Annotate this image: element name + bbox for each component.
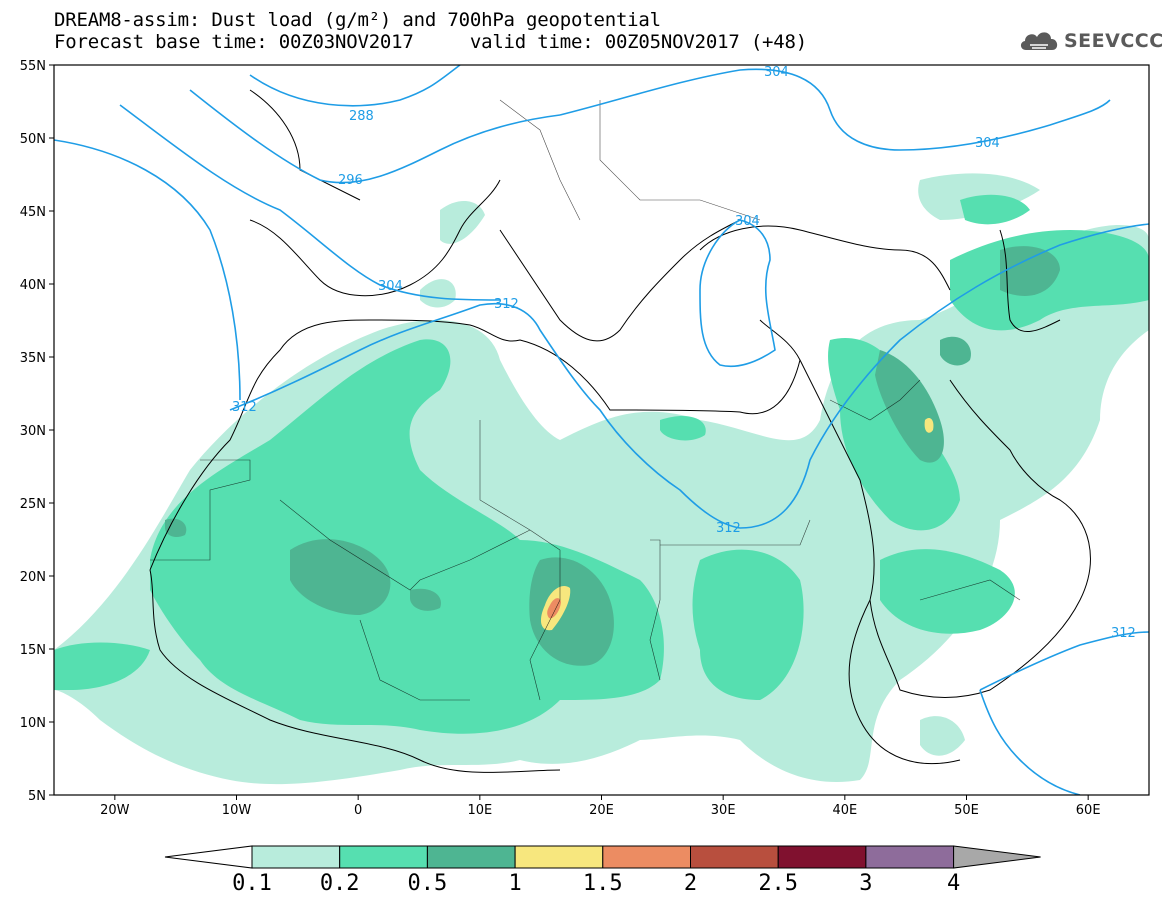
contour-label: 312 <box>494 297 519 312</box>
cloud-icon <box>1020 32 1058 50</box>
lat-tick-label: 35N <box>20 351 46 366</box>
contour-label: 312 <box>716 521 741 536</box>
contour-label: 288 <box>349 109 374 124</box>
lon-tick-label: 10W <box>222 803 252 818</box>
longitude-axis: 20W 10W 0 10E 20E 30E 40E 50E 60E <box>100 795 1101 818</box>
geopotential-contours <box>54 65 1149 795</box>
colorbar: 0.1 0.2 0.5 1 1.5 2 2.5 3 4 <box>164 845 1041 896</box>
colorbar-swatch <box>426 845 516 869</box>
seevccc-logo: SEEVCCC <box>1018 26 1163 56</box>
lat-tick-label: 15N <box>20 643 46 658</box>
forecast-time-line: Forecast base time: 00Z03NOV2017 valid t… <box>54 31 808 53</box>
contour-label: 304 <box>735 214 760 229</box>
colorbar-swatch <box>865 845 955 869</box>
lat-tick-label: 10N <box>20 716 46 731</box>
latitude-axis: 55N 50N 45N 40N 35N 30N 25N 20N 15N 10N 5N <box>20 59 54 804</box>
contour-label: 304 <box>975 136 1000 151</box>
lon-tick-label: 0 <box>354 803 362 818</box>
colorbar-swatch <box>514 845 604 869</box>
lat-tick-label: 5N <box>28 789 46 804</box>
colorbar-under-triangle <box>164 845 253 869</box>
logo-text: SEEVCCC <box>1064 30 1164 52</box>
chart-title: DREAM8-assim: Dust load (g/m²) and 700hP… <box>54 9 661 31</box>
colorbar-label: 3 <box>859 871 872 896</box>
contour-label: 304 <box>764 65 789 80</box>
lat-tick-label: 40N <box>20 278 46 293</box>
colorbar-swatch <box>777 845 867 869</box>
colorbar-label: 1.5 <box>583 871 623 896</box>
colorbar-label: 2.5 <box>758 871 798 896</box>
lon-tick-label: 60E <box>1076 803 1101 818</box>
colorbar-label: 0.5 <box>408 871 448 896</box>
colorbar-label: 4 <box>947 871 960 896</box>
colorbar-label: 1 <box>508 871 521 896</box>
colorbar-label: 2 <box>684 871 697 896</box>
colorbar-label: 0.1 <box>232 871 272 896</box>
lon-tick-label: 10E <box>467 803 492 818</box>
colorbar-swatch <box>690 845 779 869</box>
lon-tick-label: 40E <box>832 803 857 818</box>
lat-tick-label: 55N <box>20 59 46 74</box>
colorbar-label: 0.2 <box>320 871 360 896</box>
lat-tick-label: 20N <box>20 570 46 585</box>
contour-label: 296 <box>338 173 363 188</box>
dust-field <box>54 65 1149 795</box>
contour-label: 312 <box>232 400 257 415</box>
lon-tick-label: 20W <box>100 803 130 818</box>
lat-tick-label: 45N <box>20 205 46 220</box>
colorbar-swatch <box>251 845 341 869</box>
lat-tick-label: 25N <box>20 497 46 512</box>
colorbar-swatch <box>602 845 691 869</box>
lon-tick-label: 20E <box>589 803 614 818</box>
contour-labels: 304 288 296 304 304 304 312 312 312 312 <box>232 65 1136 641</box>
contour-label: 312 <box>1111 626 1136 641</box>
country-borders <box>150 99 1021 701</box>
colorbar-over-triangle <box>953 845 1041 869</box>
lat-tick-label: 30N <box>20 424 46 439</box>
coastlines <box>149 89 1091 773</box>
lon-tick-label: 50E <box>954 803 979 818</box>
colorbar-swatch <box>339 845 428 869</box>
contour-label: 304 <box>378 279 403 294</box>
lon-tick-label: 30E <box>711 803 736 818</box>
lat-tick-label: 50N <box>20 132 46 147</box>
